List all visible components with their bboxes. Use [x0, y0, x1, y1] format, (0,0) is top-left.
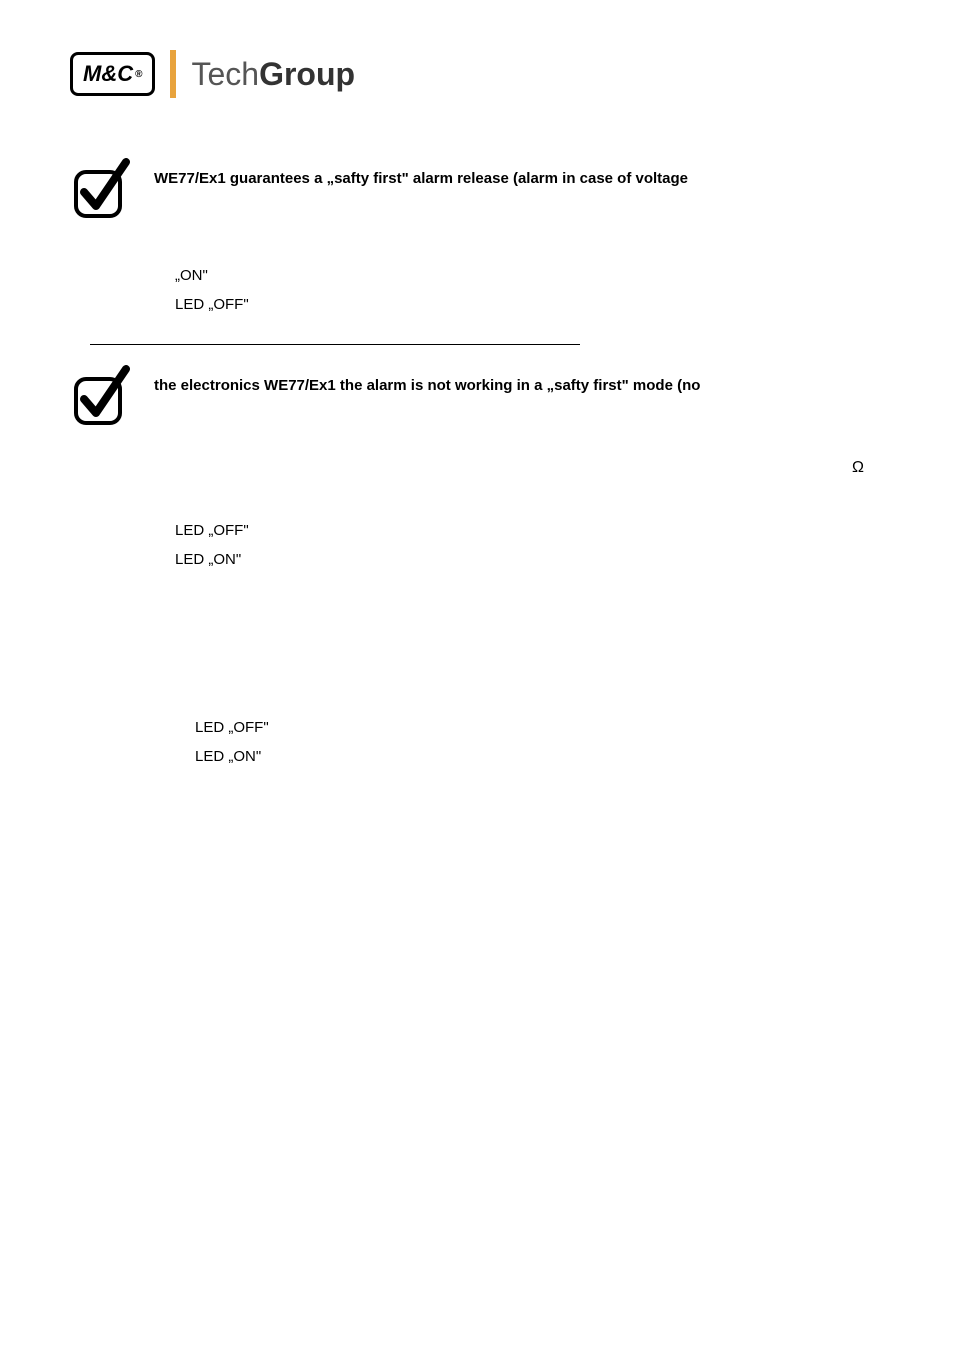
text-block-3: LED „OFF" LED „ON": [195, 714, 884, 771]
text-block-2: LED „OFF" LED „ON": [175, 517, 884, 574]
logo-divider-bar: [170, 50, 176, 98]
logo-header: M&C® TechGroup: [70, 50, 884, 98]
techgroup-prefix: Tech: [191, 56, 259, 92]
note-1-text: WE77/Ex1 guarantees a „safty first" alar…: [154, 158, 884, 191]
block1-line2: LED „OFF": [175, 291, 884, 320]
techgroup-wordmark: TechGroup: [191, 56, 355, 93]
block2-line2: LED „ON": [175, 546, 884, 575]
mc-logo-badge: M&C®: [70, 52, 155, 96]
block2-line1: LED „OFF": [175, 517, 884, 546]
omega-symbol: Ω: [852, 459, 864, 476]
text-block-1: „ON" LED „OFF": [175, 262, 884, 319]
block1-line1: „ON": [175, 262, 884, 291]
block3-line2: LED „ON": [195, 743, 884, 772]
mc-logo-text: M&C: [83, 61, 133, 87]
omega-symbol-row: Ω: [70, 459, 884, 477]
note-row-1: WE77/Ex1 guarantees a „safty first" alar…: [70, 158, 884, 222]
horizontal-rule: [90, 344, 580, 345]
block3-line1: LED „OFF": [195, 714, 884, 743]
note-row-2: the electronics WE77/Ex1 the alarm is no…: [70, 365, 884, 429]
registered-symbol: ®: [135, 69, 142, 80]
checkmark-icon: [70, 158, 134, 222]
note-2-text: the electronics WE77/Ex1 the alarm is no…: [154, 365, 884, 398]
checkmark-icon: [70, 365, 134, 429]
techgroup-bold: Group: [259, 56, 355, 92]
